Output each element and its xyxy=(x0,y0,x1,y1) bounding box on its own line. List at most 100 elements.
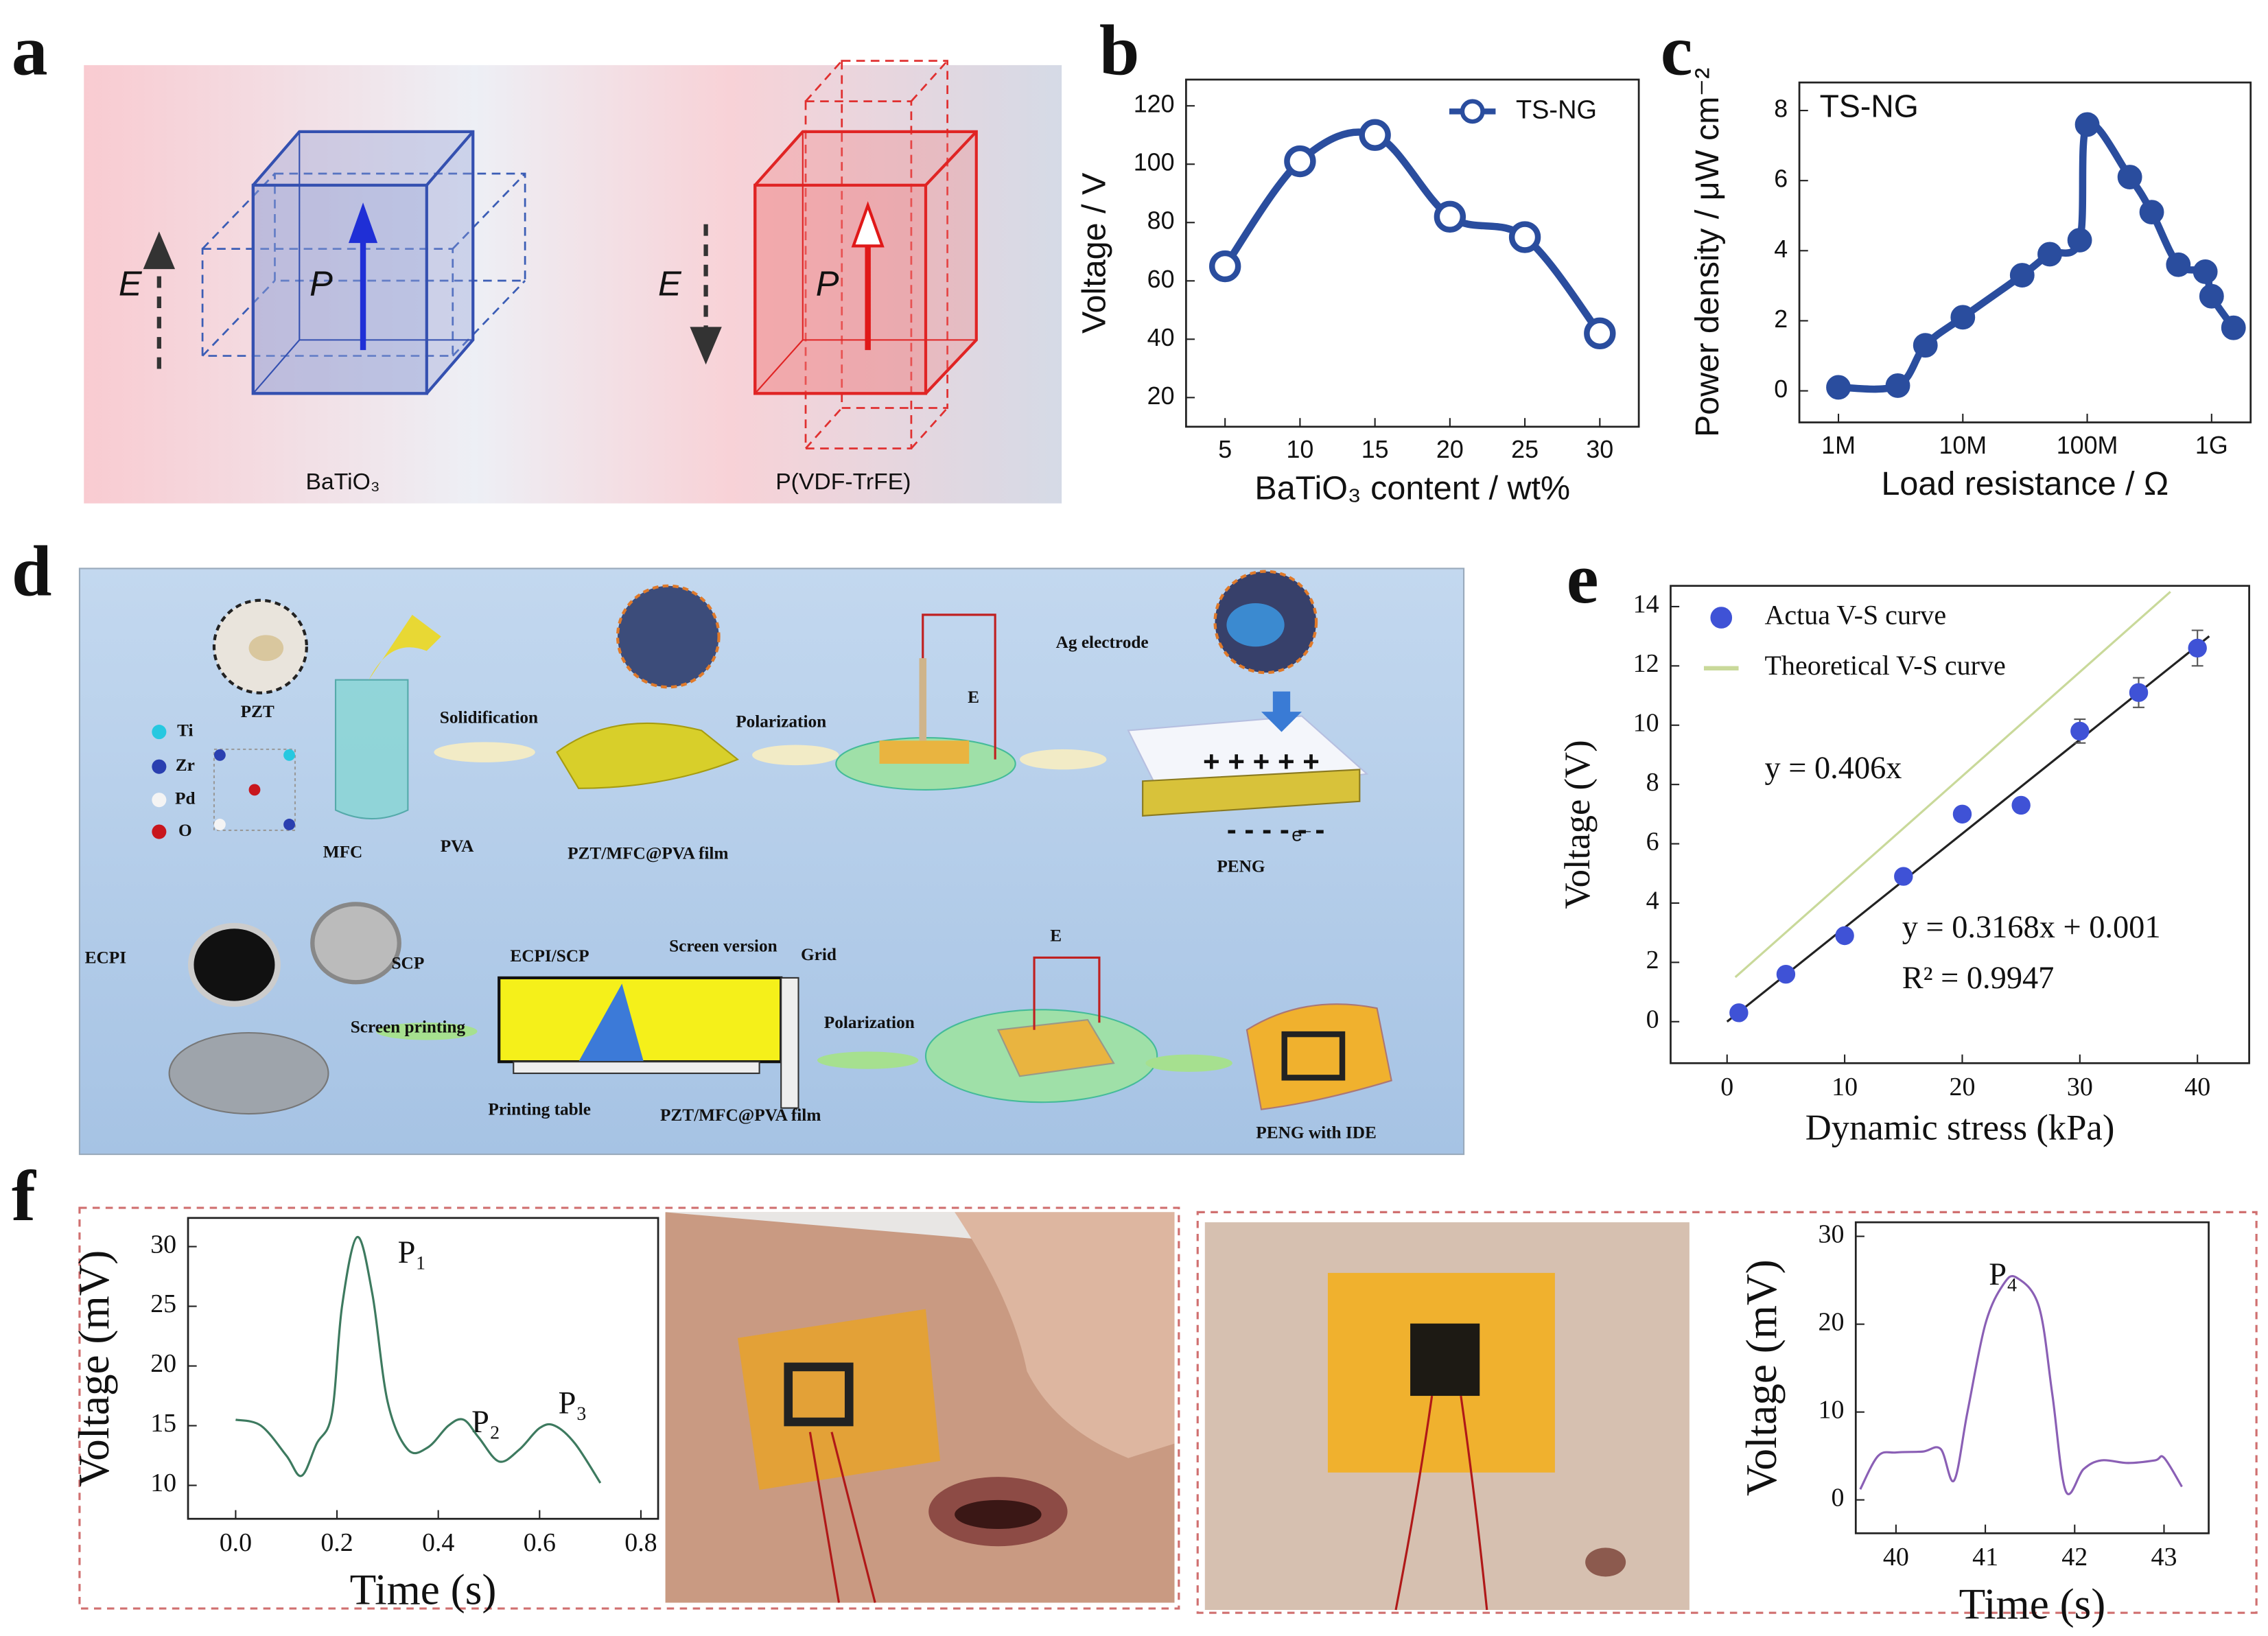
x-tick-label: 1G xyxy=(2195,432,2228,459)
photo-sensor xyxy=(784,1362,854,1427)
frame-post xyxy=(780,977,799,1109)
panel-label: e xyxy=(1567,538,1599,618)
lattice xyxy=(152,725,296,839)
y-tick-label: 25 xyxy=(150,1289,176,1318)
data-point xyxy=(1729,1003,1749,1022)
legend-label: Theoretical V-S curve xyxy=(1764,650,2005,681)
diagram-label: Grid xyxy=(801,945,837,964)
y-tick-label: 14 xyxy=(1633,590,1659,619)
diagram-label: Polarization xyxy=(736,712,826,732)
y-tick-label: 120 xyxy=(1134,91,1175,118)
panel-labels: a b c d e f xyxy=(12,10,1693,1236)
y-axis-label: Power density / μW cm⁻² xyxy=(1689,68,1726,437)
data-point xyxy=(1950,305,1976,330)
x-tick-label: 0.0 xyxy=(220,1528,252,1557)
data-point xyxy=(1826,375,1851,400)
data-point xyxy=(2074,112,2100,137)
data-point xyxy=(1885,373,1910,398)
inset xyxy=(310,902,401,985)
y-tick-label: 100 xyxy=(1134,149,1175,176)
y-tick-label: 6 xyxy=(1774,165,1788,193)
diagram-label: O xyxy=(178,821,192,840)
x-tick-label: 5 xyxy=(1218,436,1232,463)
photo-wires xyxy=(1394,1395,1488,1611)
data-line xyxy=(1859,1274,2183,1495)
data-line xyxy=(1221,128,1603,336)
diagram-label: E xyxy=(968,688,979,707)
pouring xyxy=(369,614,441,680)
y-tick-label: 20 xyxy=(1818,1307,1844,1336)
chart: 1M 10M 100M 1G 0 2 4 6 8 Load resistance / Ω Power… xyxy=(1689,68,2252,502)
data-point xyxy=(2067,228,2092,253)
y-tick-label: 2 xyxy=(1646,946,1659,974)
x-tick-label: 20 xyxy=(1436,436,1464,463)
legend-label: TS-NG xyxy=(1516,95,1597,124)
y-tick-label: 30 xyxy=(150,1230,176,1259)
arrow-head xyxy=(851,201,885,248)
chart: 40 41 42 43 0 10 20 30 Time (s) Voltage (mV) P₄ xyxy=(1738,1219,2210,1628)
data-point xyxy=(1894,867,1913,886)
annotation: y = 0.3168x + 0.001 xyxy=(1902,910,2161,945)
data-point xyxy=(2070,721,2090,741)
photo-sensor-tape xyxy=(737,1309,941,1491)
diagram-label: SCP xyxy=(392,954,425,973)
y-tick-label: 10 xyxy=(1818,1395,1844,1424)
x-tick-label: 0 xyxy=(1720,1073,1733,1101)
x-tick-label: 15 xyxy=(1361,436,1389,463)
y-tick-label: 8 xyxy=(1774,95,1788,123)
data-point xyxy=(2188,638,2207,658)
chart: 0 10 20 30 40 0 2 4 6 8 10 12 14 Dynamic stress (kPa)… xyxy=(1558,585,2250,1147)
ide xyxy=(1281,1031,1346,1081)
printing-table xyxy=(513,1061,760,1075)
annotation: R² = 0.9947 xyxy=(1902,961,2055,996)
data-line xyxy=(1734,591,2171,979)
diagram-label: PENG with IDE xyxy=(1256,1123,1377,1142)
x-axis-label: BaTiO₃ content / wt% xyxy=(1254,469,1570,506)
x-tick-label: 40 xyxy=(1883,1543,1909,1571)
data-point xyxy=(1835,926,1854,946)
plot-frame xyxy=(1798,81,2252,423)
peng xyxy=(1142,769,1361,817)
panel-label: c xyxy=(1661,10,1693,91)
flow-arrow xyxy=(1019,749,1107,770)
photo-wires xyxy=(808,1432,876,1603)
data-point xyxy=(1359,119,1391,151)
diagram-label: Printing table xyxy=(488,1100,591,1119)
panel-label: f xyxy=(12,1156,37,1236)
arrow-head xyxy=(348,202,378,244)
y-axis-label: Voltage (mV) xyxy=(1738,1259,1786,1496)
charge-signs: + + + + + xyxy=(1203,745,1320,778)
x-tick-label: 40 xyxy=(2184,1073,2210,1101)
material-label: BaTiO₃ xyxy=(306,469,380,495)
x-tick-label: 10 xyxy=(1832,1073,1858,1101)
legend-label: Actua V-S curve xyxy=(1764,599,1946,630)
y-tick-label: 10 xyxy=(1633,708,1659,737)
peng-ide xyxy=(1246,1003,1392,1110)
y-tick-label: 0 xyxy=(1646,1005,1659,1033)
data-point xyxy=(2037,242,2062,267)
y-axis-label: Voltage (V) xyxy=(1558,740,1598,909)
y-tick-label: 0 xyxy=(1831,1483,1844,1512)
inset xyxy=(616,584,721,689)
data-point xyxy=(1776,964,1796,984)
diagram-label: PZT/MFC@PVA film xyxy=(568,844,728,863)
x-tick-label: 30 xyxy=(1586,436,1613,463)
x-tick-label: 0.8 xyxy=(624,1528,657,1557)
electron-label: e⁻ xyxy=(1291,824,1312,845)
y-tick-label: 0 xyxy=(1774,375,1788,403)
data-point xyxy=(2009,263,2035,288)
beaker xyxy=(334,679,409,820)
photo-mouth-inner xyxy=(955,1499,1042,1529)
group-box xyxy=(78,1206,1180,1610)
y-tick-label: 80 xyxy=(1147,207,1175,235)
arrow-head xyxy=(690,327,722,365)
y-tick-label: 4 xyxy=(1646,887,1659,915)
diagram-label: Ti xyxy=(177,721,193,740)
legend-marker xyxy=(1460,99,1485,124)
y-tick-label: 30 xyxy=(1818,1219,1844,1248)
material-label: P(VDF-TrFE) xyxy=(775,469,911,495)
data-line xyxy=(1726,635,2210,1022)
inset xyxy=(188,922,281,1007)
sample xyxy=(996,1018,1115,1077)
